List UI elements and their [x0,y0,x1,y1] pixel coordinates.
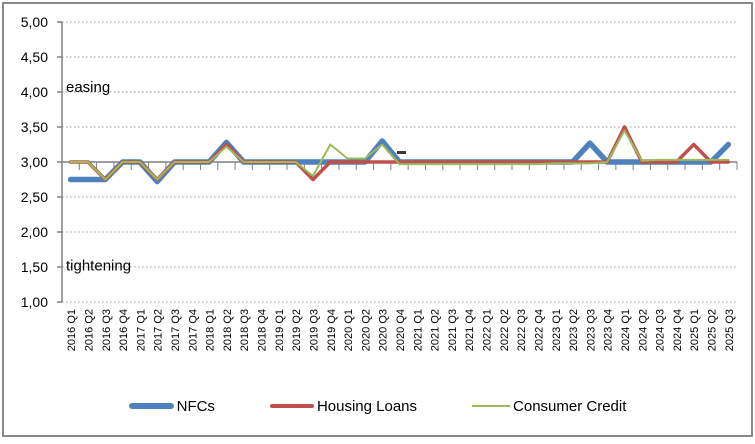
annotation-tightening: tightening [66,258,131,275]
x-tick-label: 2022 Q4 [533,309,545,351]
x-tick-label: 2024 Q1 [620,309,632,351]
x-tick-label: 2022 Q3 [516,309,528,351]
y-tick-label: 2,50 [21,189,48,205]
x-tick-label: 2016 Q2 [83,309,95,351]
x-tick-label: 2017 Q4 [187,309,199,351]
x-tick-label: 2023 Q4 [603,309,615,351]
x-tick-label: 2017 Q2 [153,309,165,351]
x-tick-label: 2025 Q1 [689,309,701,351]
y-tick-label: 3,00 [21,154,48,170]
legend-label-nfcs: NFCs [176,397,215,415]
x-tick-label: 2020 Q4 [395,309,407,351]
x-tick-label: 2019 Q3 [308,309,320,351]
stray-dash-mark [397,151,406,154]
x-tick-label: 2018 Q2 [222,309,234,351]
annotation-easing: easing [66,79,110,96]
x-tick-label: 2017 Q1 [135,309,147,351]
x-tick-label: 2021 Q1 [412,309,424,351]
chart-legend: NFCs Housing Loans Consumer Credit [0,391,755,421]
y-tick-label: 3,50 [21,119,48,135]
x-tick-label: 2021 Q4 [464,309,476,351]
y-tick-label: 5,00 [21,14,48,30]
x-tick-label: 2023 Q2 [568,309,580,351]
x-tick-label: 2020 Q2 [360,309,372,351]
legend-label-housing-loans: Housing Loans [316,397,418,415]
x-tick-label: 2018 Q3 [239,309,251,351]
x-tick-label: 2021 Q3 [447,309,459,351]
y-tick-label: 1,50 [21,259,48,275]
legend-item-housing-loans: Housing Loans [269,397,418,415]
x-tick-label: 2017 Q3 [170,309,182,351]
y-tick-label: 2,00 [21,224,48,240]
y-tick-label: 1,00 [21,294,48,310]
legend-label-consumer-credit: Consumer Credit [513,397,627,415]
x-tick-label: 2023 Q1 [551,309,563,351]
x-tick-label: 2020 Q1 [343,309,355,351]
x-tick-label: 2016 Q4 [118,309,130,351]
x-tick-label: 2019 Q2 [291,309,303,351]
x-tick-label: 2016 Q3 [101,309,113,351]
x-tick-label: 2019 Q1 [274,309,286,351]
legend-swatch-consumer-credit-line-icon [472,405,511,407]
y-tick-label: 4,00 [21,84,48,100]
x-tick-label: 2024 Q2 [637,309,649,351]
series-line-consumer-credit [69,129,730,181]
x-tick-label: 2025 Q3 [724,309,736,351]
legend-swatch-housing-loans-line-icon [269,404,314,408]
x-tick-label: 2021 Q2 [430,309,442,351]
legend-item-nfcs: NFCs [128,397,215,415]
x-tick-label: 2025 Q2 [707,309,719,351]
x-tick-label: 2024 Q3 [655,309,667,351]
x-tick-label: 2022 Q1 [482,309,494,351]
x-tick-label: 2019 Q4 [326,309,338,351]
legend-swatch-nfcs-line-icon [128,403,174,409]
y-tick-label: 4,50 [21,49,48,65]
x-tick-label: 2023 Q3 [585,309,597,351]
x-tick-label: 2024 Q4 [672,309,684,351]
x-tick-label: 2020 Q3 [378,309,390,351]
legend-item-consumer-credit: Consumer Credit [472,399,626,414]
x-tick-label: 2018 Q4 [257,309,269,351]
x-tick-label: 2018 Q1 [205,309,217,351]
x-tick-label: 2016 Q1 [66,309,78,351]
x-tick-label: 2022 Q2 [499,309,511,351]
